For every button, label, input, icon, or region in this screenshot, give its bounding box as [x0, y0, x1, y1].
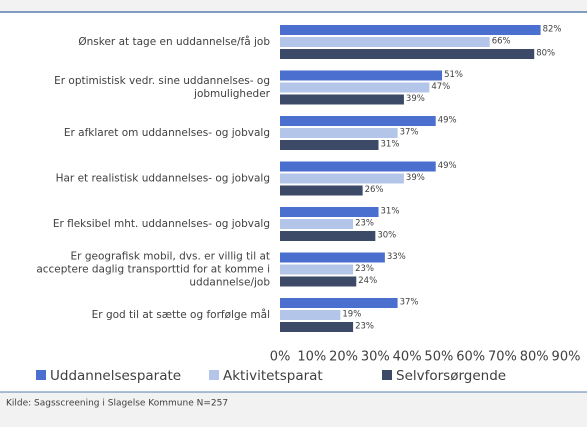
- category-label: Er fleksibel mht. uddannelses- og jobval…: [53, 218, 270, 230]
- value-label: 51%: [444, 70, 463, 80]
- bar: [280, 310, 341, 320]
- bar: [280, 82, 430, 93]
- x-tick-label: 30%: [361, 350, 390, 365]
- value-label: 39%: [406, 173, 425, 183]
- value-label: 19%: [342, 310, 361, 320]
- legend-swatch: [209, 370, 219, 380]
- value-label: 47%: [431, 82, 450, 92]
- value-label: 23%: [355, 322, 374, 332]
- top-band: [0, 0, 587, 12]
- category-label: Har et realistisk uddannelses- og jobval…: [56, 173, 270, 185]
- value-label: 49%: [438, 161, 457, 171]
- x-tick-label: 0%: [270, 350, 291, 365]
- legend-swatch: [382, 370, 392, 380]
- bar: [280, 116, 436, 126]
- x-tick-label: 80%: [520, 350, 549, 365]
- bar: [280, 37, 490, 47]
- bar: [280, 207, 379, 217]
- value-label: 37%: [400, 298, 419, 308]
- bar: [280, 94, 404, 105]
- bar: [280, 276, 357, 287]
- x-tick-label: 70%: [488, 350, 517, 365]
- bar: [280, 219, 354, 229]
- category-label: Er afklaret om uddannelses- og jobvalg: [64, 127, 270, 139]
- bar: [280, 128, 398, 138]
- value-label: 80%: [536, 49, 555, 59]
- bar: [280, 322, 354, 332]
- x-tick-label: 40%: [393, 350, 422, 365]
- legend-label: Selvforsørgende: [396, 368, 506, 384]
- value-label: 37%: [400, 128, 419, 138]
- value-label: 24%: [358, 276, 377, 286]
- bar: [280, 185, 363, 196]
- value-label: 49%: [438, 116, 457, 126]
- value-label: 31%: [381, 140, 400, 150]
- value-label: 66%: [492, 37, 511, 47]
- category-label: Er optimistisk vedr. sine uddannelses- o…: [54, 75, 271, 100]
- x-tick-label: 50%: [424, 350, 453, 365]
- footer-band: [0, 392, 587, 427]
- value-label: 23%: [355, 264, 374, 274]
- bar: [280, 49, 535, 59]
- legend-label: Aktivitetsparat: [223, 368, 323, 384]
- x-tick-label: 20%: [329, 350, 358, 365]
- category-label: Er geografisk mobil, dvs. er villig til …: [36, 251, 270, 289]
- value-label: 39%: [406, 94, 425, 104]
- bar: [280, 173, 404, 184]
- legend-swatch: [36, 370, 46, 380]
- bar: [280, 264, 354, 275]
- bar: [280, 252, 385, 263]
- bar: [280, 25, 541, 35]
- bar: [280, 231, 376, 241]
- category-label: Er god til at sætte og forfølge mål: [92, 308, 270, 321]
- legend-label: Uddannelsesparate: [50, 368, 181, 384]
- x-tick-label: 10%: [297, 350, 326, 365]
- value-label: 33%: [387, 252, 406, 262]
- value-label: 30%: [377, 231, 396, 241]
- value-label: 26%: [365, 185, 384, 195]
- value-label: 82%: [543, 25, 562, 35]
- x-tick-label: 60%: [456, 350, 485, 365]
- category-label: Ønsker at tage en uddannelse/få job: [78, 35, 270, 48]
- bar: [280, 298, 398, 308]
- value-label: 31%: [381, 207, 400, 217]
- source: Kilde: Sagsscreening i Slagelse Kommune …: [6, 399, 228, 409]
- bar: [280, 161, 436, 172]
- bar: [280, 140, 379, 150]
- x-tick-label: 90%: [552, 350, 581, 365]
- bar: [280, 70, 443, 81]
- value-label: 23%: [355, 219, 374, 229]
